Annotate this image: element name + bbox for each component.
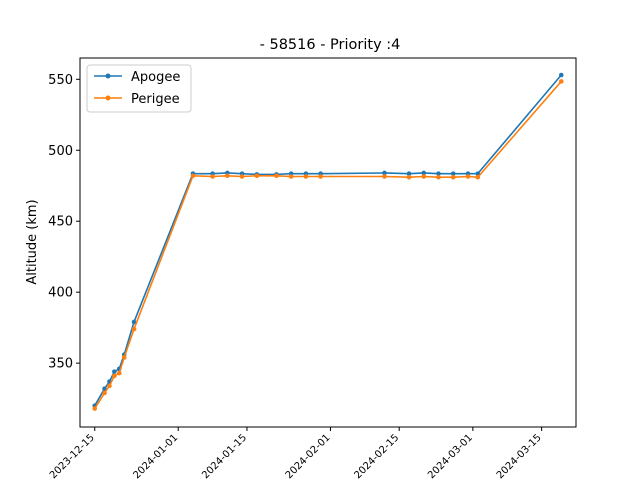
y-tick-label: 500 bbox=[48, 144, 73, 159]
data-point-apogee bbox=[112, 369, 117, 374]
data-point-perigee bbox=[116, 370, 122, 376]
data-point-perigee bbox=[475, 174, 481, 180]
legend-apogee-marker bbox=[105, 73, 111, 79]
data-point-perigee bbox=[112, 373, 117, 379]
y-axis-label: Altitude (km) bbox=[25, 199, 40, 284]
y-axis: 350 400 450 500 550 bbox=[48, 73, 80, 372]
data-point-perigee bbox=[288, 174, 294, 179]
data-point-perigee bbox=[436, 174, 441, 180]
plot-frame bbox=[79, 57, 577, 428]
data-point-apogee bbox=[558, 72, 564, 78]
data-point-perigee bbox=[92, 406, 98, 411]
data-point-apogee bbox=[131, 319, 137, 325]
data-point-perigee bbox=[558, 79, 564, 84]
data-point-perigee bbox=[102, 390, 107, 396]
y-tick-label: 350 bbox=[48, 357, 73, 372]
data-point-apogee bbox=[436, 171, 441, 176]
plot-area bbox=[79, 57, 577, 428]
data-point-perigee bbox=[318, 174, 323, 179]
data-point-perigee bbox=[190, 173, 196, 179]
data-point-perigee bbox=[465, 174, 471, 179]
data-point-perigee bbox=[210, 174, 215, 179]
data-point-perigee bbox=[382, 174, 387, 179]
data-point-perigee bbox=[121, 355, 127, 360]
data-point-apogee bbox=[450, 171, 456, 176]
y-tick-label: 400 bbox=[48, 286, 73, 301]
data-point-perigee bbox=[254, 173, 260, 179]
data-point-perigee bbox=[421, 174, 427, 179]
data-point-apogee bbox=[382, 170, 387, 176]
series-layer bbox=[92, 72, 564, 411]
chart-title: - 58516 - Priority :4 bbox=[260, 37, 401, 53]
y-tick-label: 450 bbox=[48, 215, 73, 230]
data-point-perigee bbox=[107, 383, 112, 389]
data-point-apogee bbox=[421, 170, 427, 176]
legend-apogee-label: Apogee bbox=[131, 70, 180, 85]
data-point-perigee bbox=[303, 174, 309, 179]
data-point-apogee bbox=[406, 171, 412, 176]
data-point-perigee bbox=[274, 173, 279, 179]
data-point-perigee bbox=[225, 173, 230, 179]
legend-perigee-label: Perigee bbox=[131, 92, 180, 107]
y-tick-label: 550 bbox=[48, 73, 73, 88]
legend: Apogee Perigee bbox=[86, 64, 192, 113]
data-point-perigee bbox=[239, 174, 245, 179]
data-point-perigee bbox=[406, 174, 412, 180]
legend-perigee-marker bbox=[105, 95, 111, 101]
data-point-apogee bbox=[102, 386, 107, 391]
data-point-perigee bbox=[450, 174, 456, 180]
data-point-perigee bbox=[131, 326, 137, 332]
